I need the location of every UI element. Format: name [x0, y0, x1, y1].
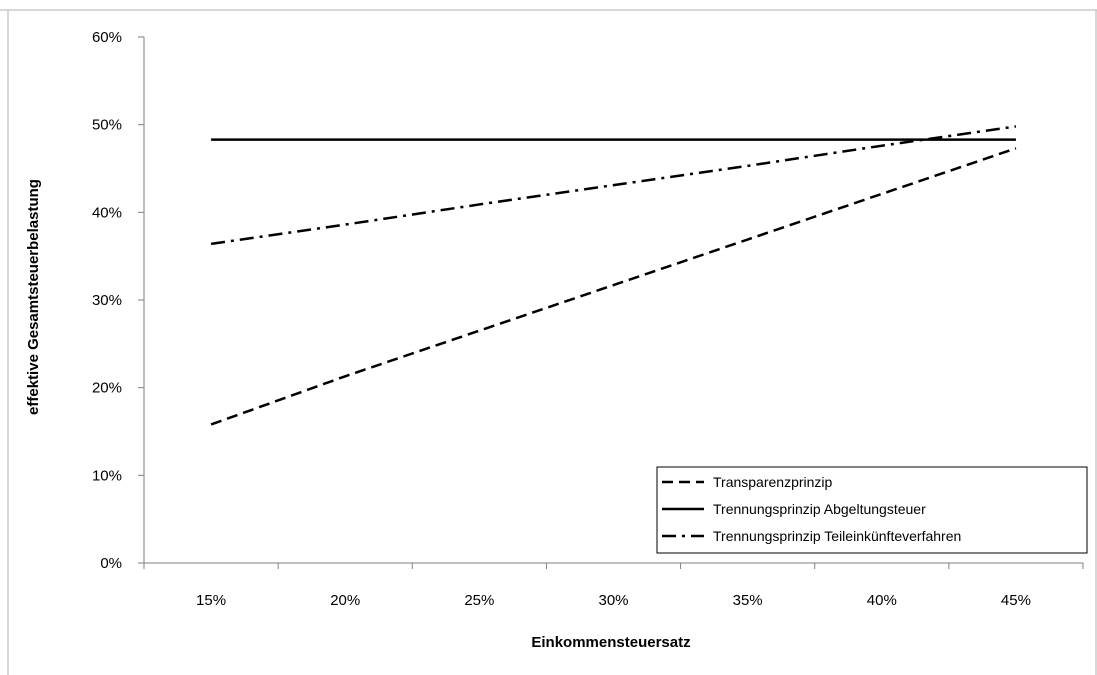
x-tick-label: 35% [733, 592, 763, 609]
legend-box [656, 466, 1088, 554]
legend-label: Trennungsprinzip Abgeltungsteuer [713, 501, 926, 517]
y-tick-label: 10% [92, 467, 122, 484]
y-tick-label: 30% [92, 292, 122, 309]
y-tick-label: 20% [92, 380, 122, 397]
x-tick-label: 25% [464, 592, 494, 609]
series-line [210, 147, 1017, 426]
x-tick-label: 20% [330, 592, 360, 609]
y-axis-ticks: 0% 10% 20% 30% 40% 50% 60% [92, 29, 144, 572]
y-axis-title: effektive Gesamtsteuerbelastung [25, 179, 42, 415]
x-tick-label: 30% [598, 592, 628, 609]
y-tick-label: 0% [100, 555, 122, 572]
x-tick-label: 15% [196, 592, 226, 609]
y-tick-label: 50% [92, 117, 122, 134]
y-tick-label: 60% [92, 29, 122, 46]
legend: Transparenzprinzip Trennungsprinzip Abgel… [656, 466, 1088, 554]
legend-label: Transparenzprinzip [713, 474, 833, 490]
x-tick-label: 45% [1001, 592, 1031, 609]
y-tick-label: 40% [92, 204, 122, 221]
series-line [210, 125, 1017, 246]
x-tick-label: 40% [867, 592, 897, 609]
series-layer [210, 125, 1017, 426]
legend-label: Trennungsprinzip Teileinkünfteverfahren [713, 528, 961, 544]
x-axis-title: Einkommensteuersatz [531, 634, 690, 651]
x-axis-ticks: 15% 20% 25% 30% 35% 40% 45% [143, 563, 1084, 609]
